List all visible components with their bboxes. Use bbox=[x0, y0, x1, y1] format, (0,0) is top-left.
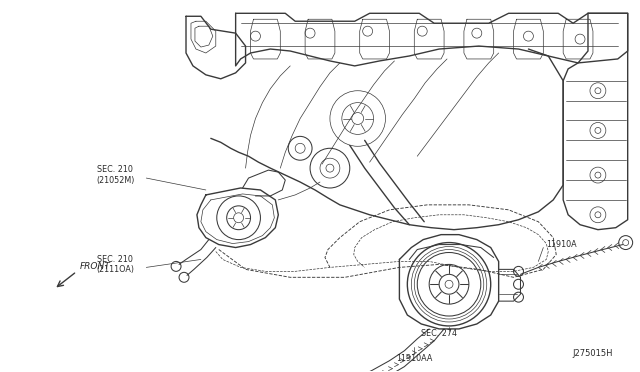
Text: SEC. 210
(2111OA): SEC. 210 (2111OA) bbox=[97, 255, 134, 274]
Text: J275015H: J275015H bbox=[572, 349, 612, 358]
Text: SEC. 210
(21052M): SEC. 210 (21052M) bbox=[97, 166, 135, 185]
Text: FRONT: FRONT bbox=[80, 262, 111, 271]
Text: 11910AA: 11910AA bbox=[396, 354, 433, 363]
Text: SEC. 274: SEC. 274 bbox=[421, 329, 457, 339]
Text: 11910A: 11910A bbox=[547, 240, 577, 249]
